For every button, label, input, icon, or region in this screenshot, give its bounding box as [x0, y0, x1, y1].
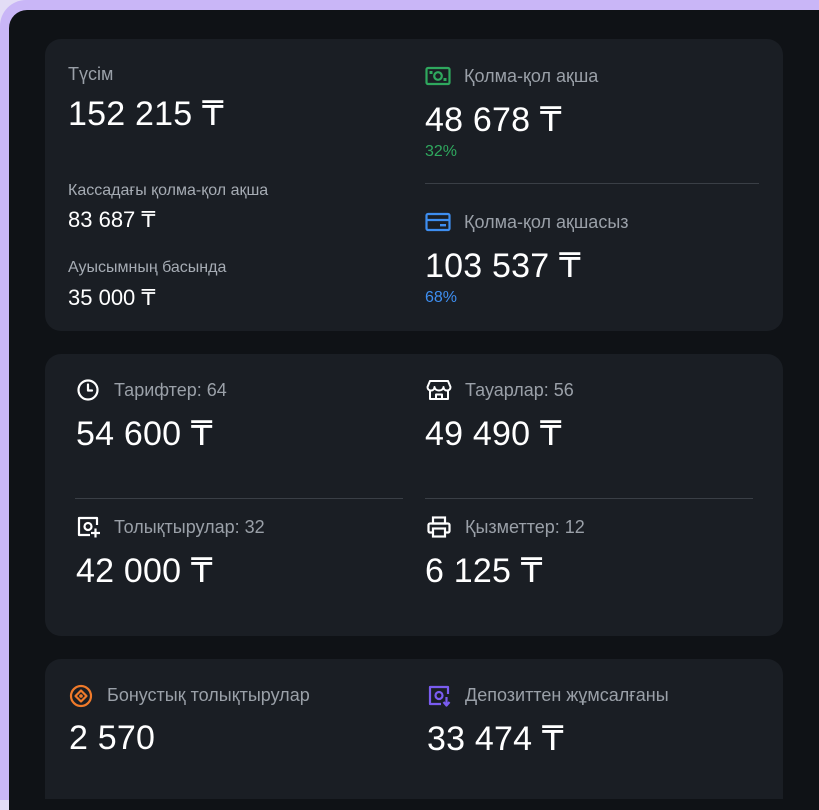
- services-value: 6 125 ₸: [425, 552, 543, 590]
- deposit-wallet-icon: [428, 685, 451, 707]
- store-icon: [426, 380, 452, 400]
- bonus-value: 2 570: [69, 719, 156, 757]
- topups-label: Толықтырулар: 32: [114, 517, 265, 537]
- revenue-value: 152 215 ₸: [68, 95, 224, 133]
- tariffs-label: Тарифтер: 64: [114, 380, 227, 400]
- services-label: Қызметтер: 12: [465, 517, 585, 537]
- cash-label: Қолма-қол ақша: [464, 66, 599, 86]
- banknote-icon: [425, 66, 451, 86]
- breakdown-divider-left: [75, 498, 403, 499]
- cash-register-value: 83 687 ₸: [68, 207, 156, 232]
- goods-value: 49 490 ₸: [425, 415, 562, 453]
- goods-label: Тауарлар: 56: [465, 380, 574, 400]
- cash-register-label: Кассадағы қолма-қол ақша: [68, 182, 269, 199]
- wallet-add-icon: [77, 516, 100, 538]
- cash-divider: [425, 183, 759, 184]
- breakdown-card: Тарифтер: 64 54 600 ₸ Тауарлар: 56 49 49…: [45, 354, 783, 636]
- cash-percent: 32%: [425, 143, 458, 160]
- cashless-percent: 68%: [425, 289, 458, 306]
- topups-value: 42 000 ₸: [76, 552, 213, 590]
- shift-start-label: Ауысымның басында: [68, 259, 227, 276]
- cashless-value: 103 537 ₸: [425, 247, 581, 285]
- revenue-card: Түсім 152 215 ₸ Кассадағы қолма-қол ақша…: [45, 39, 783, 331]
- deposit-value: 33 474 ₸: [427, 720, 564, 758]
- deposit-label: Депозиттен жұмсалғаны: [465, 685, 669, 705]
- shift-start-value: 35 000 ₸: [68, 285, 156, 310]
- bonus-icon: [69, 684, 93, 708]
- printer-icon: [427, 516, 451, 538]
- credit-card-icon: [425, 212, 451, 232]
- tariffs-value: 54 600 ₸: [76, 415, 213, 453]
- cash-value: 48 678 ₸: [425, 101, 562, 139]
- extra-card: Бонустық толықтырулар 2 570 Депозиттен ж…: [45, 659, 783, 799]
- clock-icon: [77, 379, 99, 401]
- bonus-label: Бонустық толықтырулар: [107, 685, 310, 705]
- revenue-label: Түсім: [68, 64, 114, 84]
- cashless-label: Қолма-қол ақшасыз: [464, 212, 629, 232]
- breakdown-divider-right: [425, 498, 753, 499]
